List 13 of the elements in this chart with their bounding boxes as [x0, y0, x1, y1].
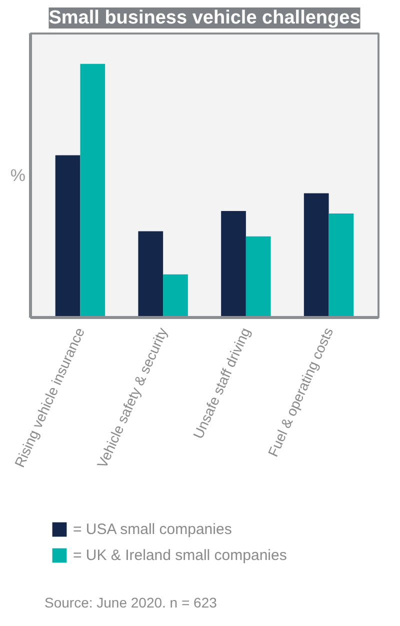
- chart-title: Small business vehicle challenges: [48, 8, 360, 28]
- bar: [304, 193, 329, 318]
- legend-label: = UK & Ireland small companies: [73, 546, 287, 564]
- bar: [246, 236, 271, 318]
- bar: [328, 214, 354, 318]
- source-note: Source: June 2020. n = 623: [44, 594, 218, 610]
- bar: [80, 64, 106, 318]
- bar: [138, 231, 164, 318]
- y-axis-title: %: [10, 166, 26, 185]
- bar: [221, 211, 246, 318]
- bar: [55, 155, 80, 318]
- legend-label: = USA small companies: [73, 520, 232, 538]
- bar: [163, 274, 188, 318]
